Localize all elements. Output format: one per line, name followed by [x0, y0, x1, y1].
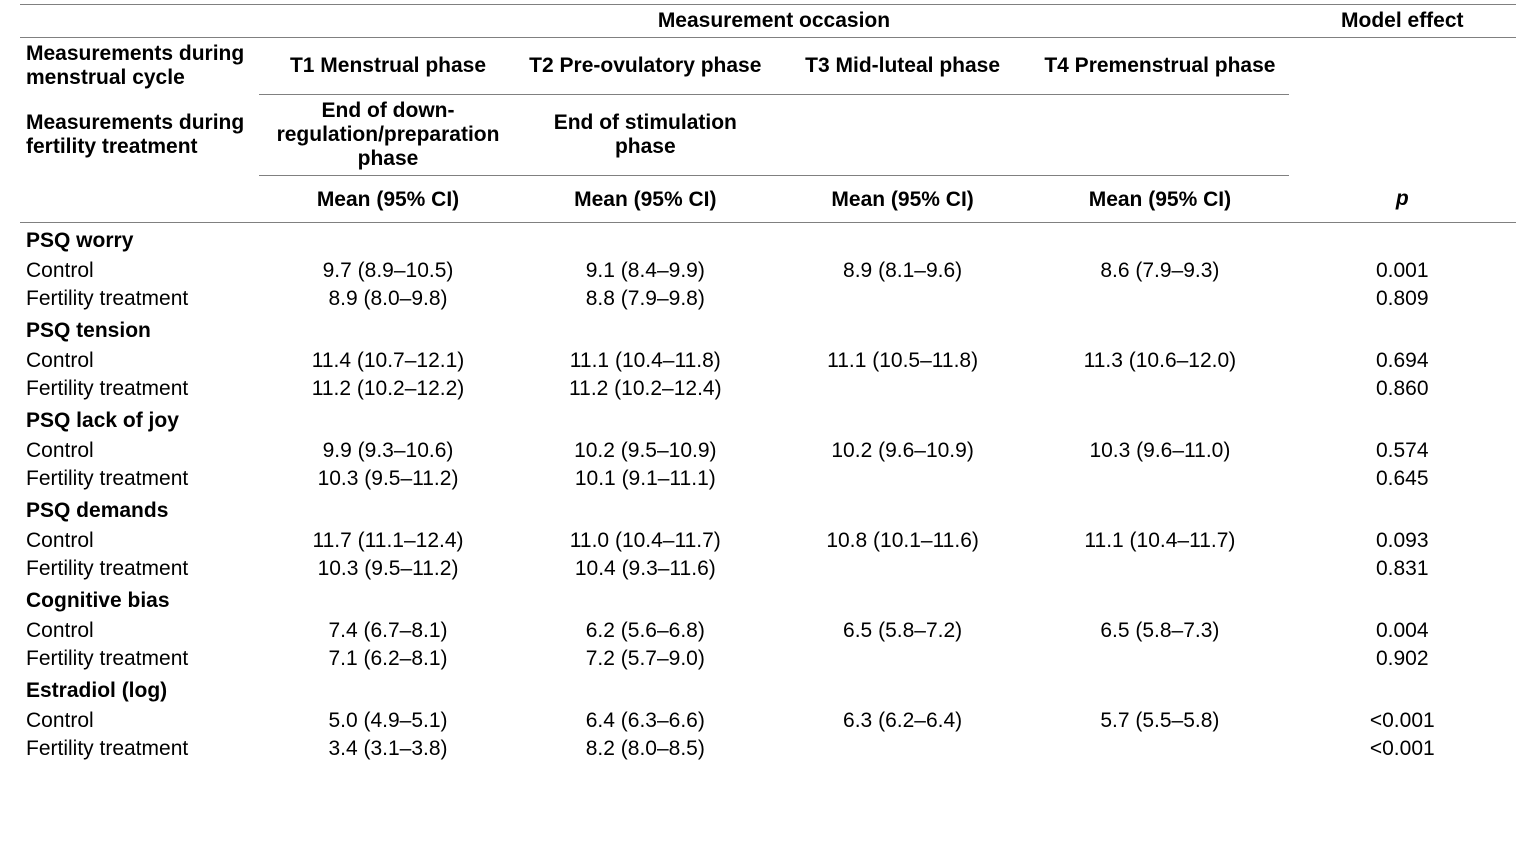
cell: 5.0 (4.9–5.1): [259, 707, 516, 735]
cell-p: 0.831: [1289, 555, 1516, 583]
cell-p: 0.694: [1289, 347, 1516, 375]
cell: 11.1 (10.4–11.8): [517, 347, 774, 375]
header-effect: Model effect: [1289, 5, 1516, 38]
cell: 9.9 (9.3–10.6): [259, 437, 516, 465]
cell-p: 0.004: [1289, 617, 1516, 645]
blank: [20, 175, 259, 222]
group-label: Fertility treatment: [20, 555, 259, 583]
cell: 11.2 (10.2–12.2): [259, 375, 516, 403]
group-label: Control: [20, 437, 259, 465]
cell: 10.3 (9.5–11.2): [259, 555, 516, 583]
cell: 9.1 (8.4–9.9): [517, 257, 774, 285]
cell-p: 0.574: [1289, 437, 1516, 465]
group-label: Control: [20, 617, 259, 645]
cell: 11.0 (10.4–11.7): [517, 527, 774, 555]
cell-p: 0.809: [1289, 285, 1516, 313]
col-f2: End of stimulation phase: [517, 94, 774, 175]
blank: [20, 5, 259, 38]
col-mean-2: Mean (95% CI): [517, 175, 774, 222]
blank: [1289, 94, 1516, 175]
row-label-fertility: Measurements during fertility treatment: [20, 94, 259, 175]
section-worry: PSQ worry: [20, 222, 1516, 257]
cell-p: 0.860: [1289, 375, 1516, 403]
cell: 7.4 (6.7–8.1): [259, 617, 516, 645]
col-t3: T3 Mid-luteal phase: [774, 38, 1031, 95]
cell: 11.1 (10.5–11.8): [774, 347, 1031, 375]
cell: 10.4 (9.3–11.6): [517, 555, 774, 583]
group-label: Control: [20, 707, 259, 735]
results-table: Measurement occasion Model effect Measur…: [20, 4, 1516, 763]
cell: 8.9 (8.1–9.6): [774, 257, 1031, 285]
col-mean-4: Mean (95% CI): [1031, 175, 1288, 222]
cell: 10.1 (9.1–11.1): [517, 465, 774, 493]
cell: 10.8 (10.1–11.6): [774, 527, 1031, 555]
section-estr: Estradiol (log): [20, 673, 1516, 707]
cell: 6.3 (6.2–6.4): [774, 707, 1031, 735]
header-occasion: Measurement occasion: [259, 5, 1288, 38]
cell: 8.2 (8.0–8.5): [517, 735, 774, 763]
cell: 7.2 (5.7–9.0): [517, 645, 774, 673]
blank: [1289, 38, 1516, 95]
col-f1: End of down-regulation/preparation phase: [259, 94, 516, 175]
cell-p: 0.093: [1289, 527, 1516, 555]
group-label: Fertility treatment: [20, 645, 259, 673]
cell: 9.7 (8.9–10.5): [259, 257, 516, 285]
cell: 8.6 (7.9–9.3): [1031, 257, 1288, 285]
cell: 5.7 (5.5–5.8): [1031, 707, 1288, 735]
section-bias: Cognitive bias: [20, 583, 1516, 617]
group-label: Fertility treatment: [20, 735, 259, 763]
cell: 3.4 (3.1–3.8): [259, 735, 516, 763]
group-label: Control: [20, 527, 259, 555]
cell: 10.2 (9.6–10.9): [774, 437, 1031, 465]
cell: 8.8 (7.9–9.8): [517, 285, 774, 313]
cell-p: 0.902: [1289, 645, 1516, 673]
cell: 8.9 (8.0–9.8): [259, 285, 516, 313]
col-p: p: [1289, 175, 1516, 222]
cell: 10.2 (9.5–10.9): [517, 437, 774, 465]
group-label: Fertility treatment: [20, 375, 259, 403]
col-t1: T1 Menstrual phase: [259, 38, 516, 95]
cell: 11.7 (11.1–12.4): [259, 527, 516, 555]
cell: 11.4 (10.7–12.1): [259, 347, 516, 375]
cell: 6.5 (5.8–7.2): [774, 617, 1031, 645]
cell: 6.5 (5.8–7.3): [1031, 617, 1288, 645]
section-lack: PSQ lack of joy: [20, 403, 1516, 437]
col-t2: T2 Pre-ovulatory phase: [517, 38, 774, 95]
cell: 11.3 (10.6–12.0): [1031, 347, 1288, 375]
col-mean-3: Mean (95% CI): [774, 175, 1031, 222]
cell: 10.3 (9.5–11.2): [259, 465, 516, 493]
col-mean-1: Mean (95% CI): [259, 175, 516, 222]
cell-p: 0.645: [1289, 465, 1516, 493]
blank: [1031, 94, 1288, 175]
cell-p: <0.001: [1289, 735, 1516, 763]
cell-p: <0.001: [1289, 707, 1516, 735]
cell-p: 0.001: [1289, 257, 1516, 285]
cell: 11.2 (10.2–12.4): [517, 375, 774, 403]
col-t4: T4 Premenstrual phase: [1031, 38, 1288, 95]
row-label-menstrual: Measurements during menstrual cycle: [20, 38, 259, 95]
blank: [774, 94, 1031, 175]
cell: 6.4 (6.3–6.6): [517, 707, 774, 735]
cell: 7.1 (6.2–8.1): [259, 645, 516, 673]
section-tension: PSQ tension: [20, 313, 1516, 347]
group-label: Control: [20, 347, 259, 375]
cell: 6.2 (5.6–6.8): [517, 617, 774, 645]
group-label: Control: [20, 257, 259, 285]
cell: 10.3 (9.6–11.0): [1031, 437, 1288, 465]
cell: 11.1 (10.4–11.7): [1031, 527, 1288, 555]
group-label: Fertility treatment: [20, 285, 259, 313]
section-demands: PSQ demands: [20, 493, 1516, 527]
group-label: Fertility treatment: [20, 465, 259, 493]
